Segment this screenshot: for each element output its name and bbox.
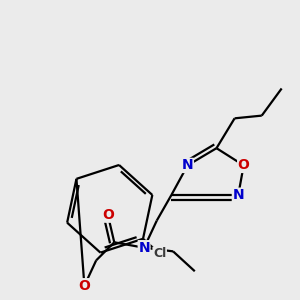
- Text: N: N: [232, 188, 244, 202]
- Text: N: N: [138, 241, 150, 255]
- Text: O: O: [102, 208, 114, 222]
- Text: O: O: [79, 279, 90, 293]
- Text: N: N: [182, 158, 194, 172]
- Text: O: O: [238, 158, 250, 172]
- Text: Cl: Cl: [153, 247, 166, 260]
